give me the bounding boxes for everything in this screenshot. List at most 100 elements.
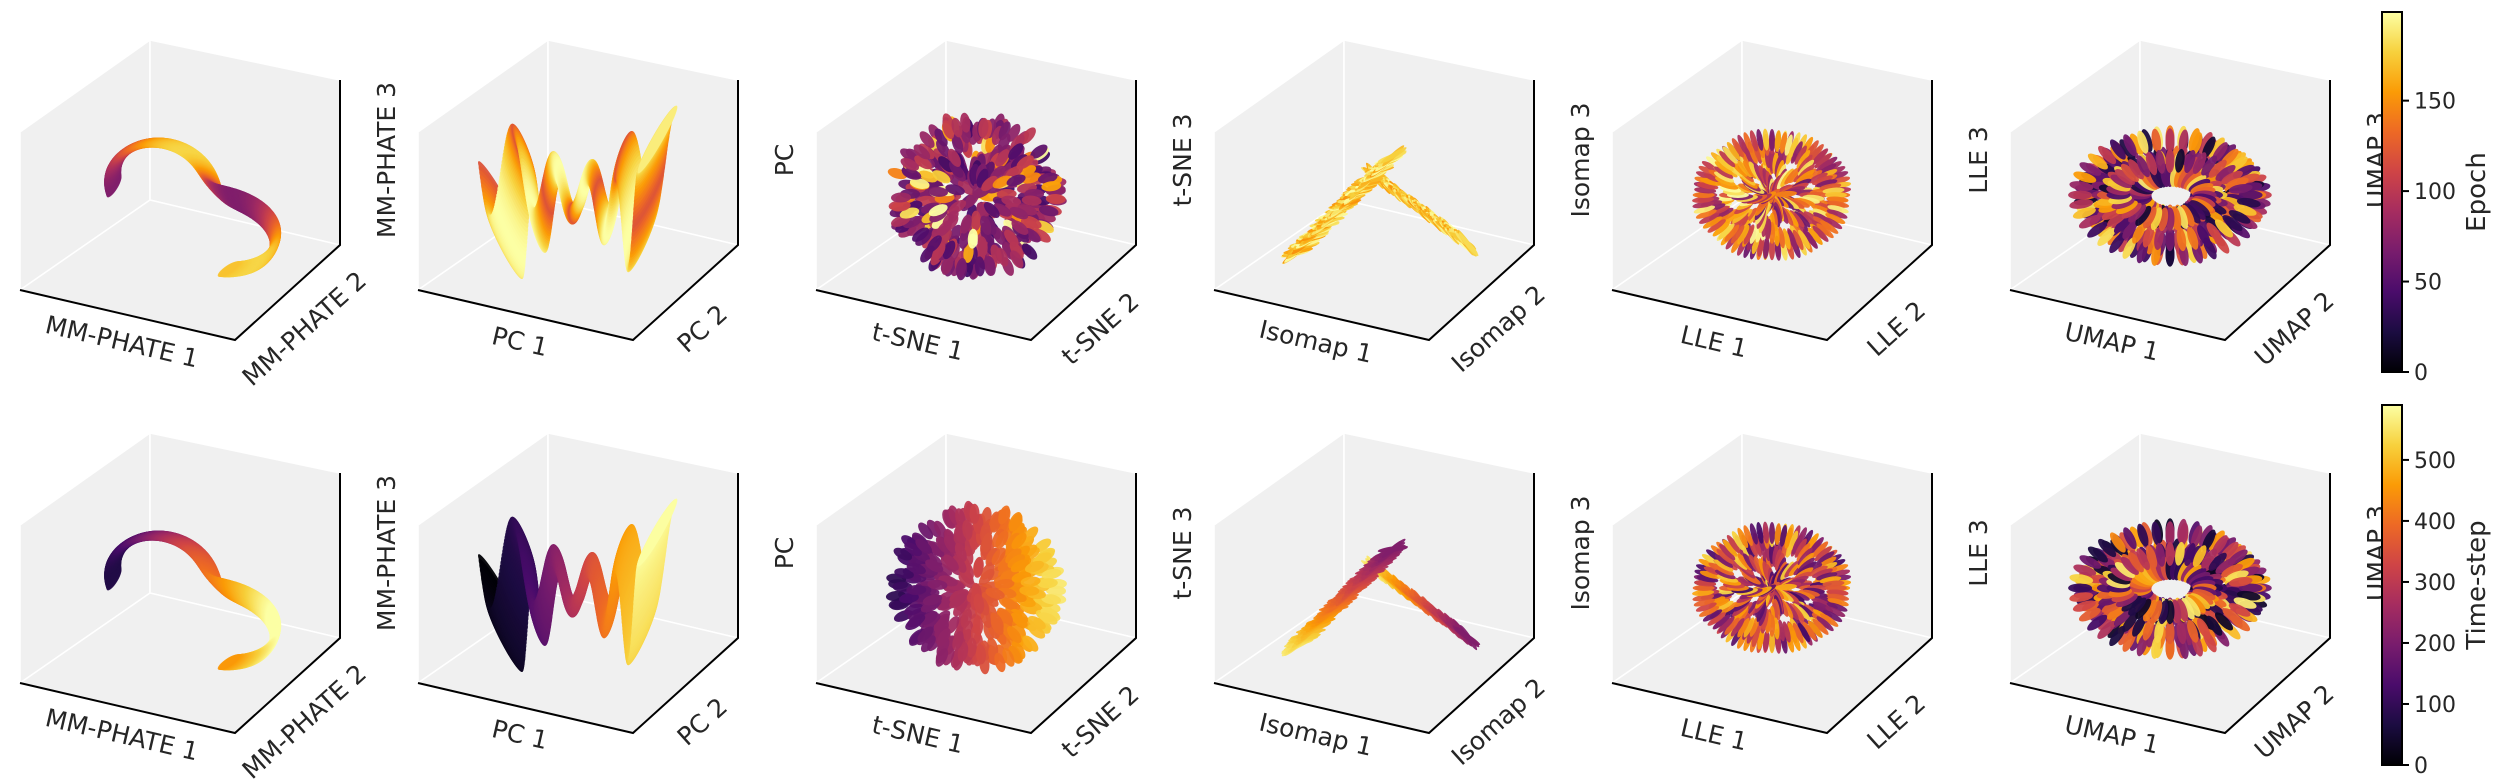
scatter-mark: [945, 184, 965, 196]
scatter-mark: [977, 236, 988, 257]
scatter-mark: [992, 175, 1011, 189]
scatter-mark: [1033, 228, 1051, 243]
colorbars: 0 50 100 150 Epoch 0 100 200 300 400 500 Time-step: [2381, 11, 2492, 779]
scatter-mark: [949, 160, 964, 178]
scatter-mark: [983, 202, 1000, 218]
scatter-mark: [934, 128, 948, 147]
axis-lines: [1213, 80, 1535, 342]
scatter-mark: [1021, 172, 1041, 184]
scatter-mark: [995, 149, 1010, 167]
x-axis-label: UMAP 1: [2062, 710, 2162, 760]
z-axis-label: LLE 3: [1964, 519, 1993, 587]
colorbar-gradient: [2381, 404, 2403, 766]
scatter-mark: [1017, 165, 1037, 178]
z-axis-label: t-SNE 3: [1168, 506, 1197, 599]
scatter-mark: [1038, 205, 1059, 217]
scatter-mark: [955, 258, 967, 278]
x-axis-label: PC 1: [489, 714, 550, 755]
scatter-mark: [907, 222, 925, 236]
x-axis-label: UMAP 1: [2062, 317, 2162, 367]
scatter-mark: [983, 256, 995, 276]
scatter-mark: [1021, 243, 1038, 260]
scatter-mark: [1006, 174, 1026, 187]
panel-r1c3: t-SNE 1 t-SNE 2t-SNE 3: [814, 38, 1197, 371]
scatter-mark: [957, 180, 975, 196]
scatter-mark: [1038, 172, 1058, 184]
scatter-mark: [913, 144, 931, 160]
scatter-mark: [1009, 206, 1029, 220]
scatter-mark: [970, 210, 982, 231]
panel-r2c5: LLE 1 LLE 2 LLE 3: [1610, 431, 1993, 756]
scatter-mark: [942, 210, 959, 227]
z-axis-label: PC: [770, 537, 799, 570]
y-axis-label: LLE 2: [1862, 688, 1932, 755]
colorbar-tick-label: 50: [2414, 271, 2442, 296]
scatter-mark: [951, 134, 964, 154]
scatter-mark: [2165, 148, 2175, 173]
scatter-mark: [2165, 128, 2175, 153]
panel-r2c3: t-SNE 1 t-SNE 2t-SNE 3: [814, 431, 1197, 764]
panel-r1c5: LLE 1 LLE 2 LLE 3: [1610, 38, 1993, 363]
scatter-mark: [960, 112, 971, 133]
panel-r1c1: MM-PHATE 1 MM-PHATE 2MM-PHATE 3: [18, 38, 401, 392]
scatter-mark: [980, 215, 992, 235]
scatter-mark: [1380, 147, 1407, 164]
colorbar-1: 0 50 100 150 Epoch: [2381, 11, 2492, 386]
scatter-mark: [941, 255, 954, 275]
panel-r2c2: PC 1 PC 2 PC: [416, 431, 799, 755]
scatter-mark: [1768, 522, 1776, 544]
scatter-mark: [900, 148, 918, 162]
x-axis-label: LLE 1: [1678, 320, 1750, 363]
scatter-mark: [217, 261, 240, 277]
scatter-mark: [990, 244, 1002, 264]
z-axis-label: Isomap 3: [1566, 495, 1595, 610]
colorbar-tick-label: 0: [2414, 754, 2428, 779]
panel-r1c2: PC 1 PC 2 PC: [416, 38, 799, 362]
scatter-mark: [948, 199, 967, 214]
scatter-mark: [936, 139, 950, 158]
panels: MM-PHATE 1 MM-PHATE 2MM-PHATE 3PC 1 PC 2PC…: [18, 38, 2391, 783]
scatter-mark: [1008, 143, 1024, 160]
x-axis-label: PC 1: [489, 321, 550, 362]
z-axis-label: PC: [770, 144, 799, 177]
scatter-mark: [1030, 144, 1048, 159]
axis-lines: [417, 80, 739, 342]
scatter-mark: [948, 224, 962, 244]
axis-lines: [815, 80, 1137, 342]
scatter-mark: [993, 203, 1012, 217]
scatter-mark: [890, 201, 911, 212]
scatter-mark: [931, 214, 949, 229]
colorbar-2: 0 100 200 300 400 500 Time-step: [2381, 404, 2492, 779]
scatter-mark: [978, 117, 989, 138]
scatter-mark: [1004, 229, 1019, 247]
scatter-mark: [919, 131, 935, 148]
colorbar-tick-label: 150: [2414, 90, 2456, 115]
scatter-mark: [1768, 129, 1776, 151]
axis-lines: [19, 80, 341, 342]
colorbar-tick-label: 100: [2414, 180, 2456, 205]
z-axis-label: MM-PHATE 3: [372, 475, 401, 631]
scatter-mark: [1001, 195, 1022, 207]
scatter-mark: [2068, 190, 2093, 200]
scatter-mark: [914, 155, 932, 170]
scatter-mark: [909, 178, 930, 189]
scatter-mark: [1011, 220, 1029, 235]
scatter-mark: [912, 227, 930, 242]
scatter-mark: [942, 240, 956, 260]
colorbar-tick-label: 400: [2414, 510, 2456, 535]
scatter-mark: [1010, 250, 1024, 269]
scatter-mark: [2165, 541, 2175, 566]
y-axis-label: PC 2: [672, 299, 733, 358]
z-axis-label: MM-PHATE 3: [372, 82, 401, 238]
colorbar-tick-label: 500: [2414, 449, 2456, 474]
y-axis-label: LLE 2: [1862, 295, 1932, 362]
colorbar-tick-label: 100: [2414, 693, 2456, 718]
scatter-mark: [902, 168, 922, 180]
scatter-mark: [942, 120, 955, 140]
scatter-mark: [891, 192, 911, 203]
scatter-mark: [1045, 193, 1066, 205]
